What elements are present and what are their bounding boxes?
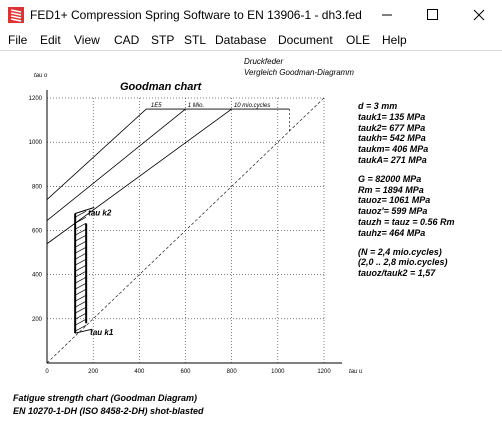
band-label-high: tau k2 [88,208,112,217]
menu-document[interactable]: Document [278,33,333,47]
chart-series: 1E5 1 Mio. 10 mio.cycles [46,103,290,245]
result-line: tauhz= 464 MPa [358,227,426,238]
band-hatch [75,210,87,218]
close-icon [473,9,485,21]
window-title: FED1+ Compression Spring Software to EN … [30,8,362,22]
goodman-line [46,108,186,200]
goodman-line [46,108,232,221]
x-tick-label: 200 [88,369,99,375]
goodman-line-label: 10 mio.cycles [234,103,270,109]
maximize-icon [427,9,438,20]
y-tick-label: 800 [32,184,43,190]
result-line: tauoz/tauk2 = 1,57 [358,268,436,279]
band-hatch [75,234,87,242]
result-line: tauzh = tauz = 0.56 Rm [358,217,455,227]
menu-edit[interactable]: Edit [40,33,61,47]
chart-axes [46,90,342,364]
result-line: taukh= 542 MPa [358,133,426,144]
band-hatch [75,252,87,260]
goodman-line [46,108,290,245]
footer-line-2: EN 10270-1-DH (ISO 8458-2-DH) shot-blast… [13,406,204,416]
x-tick-label: 1000 [271,369,285,375]
result-line: taukA= 271 MPa [358,155,427,165]
band-hatch [75,282,87,290]
menu-help[interactable]: Help [382,33,407,47]
minimize-icon [382,14,392,16]
result-line: (2,0 .. 2,8 mio.cycles) [358,257,448,268]
header-line-2: Vergleich Goodman-Diagramm [244,68,354,77]
maximize-button[interactable] [410,0,456,30]
menu-ole[interactable]: OLE [346,33,371,47]
x-tick-label: 600 [180,369,191,375]
y-axis-label: tau o [34,73,48,79]
goodman-chart: 200 400 600 800 1000 1200 0 200 400 600 800 1000 120… [29,73,363,375]
band-hatch [75,216,87,224]
band-hatch [75,228,87,236]
y-tick-label: 1200 [29,96,43,102]
band-hatch [75,222,87,230]
band-hatch [75,258,87,266]
band-hatch [75,240,87,248]
band-hatch [75,246,87,254]
y-tick-label: 1000 [29,140,43,146]
header-line-1: Druckfeder [244,57,284,66]
chart-title: Goodman chart [120,81,202,93]
band-hatch [75,306,87,314]
y-tick-label: 400 [32,273,43,279]
x-tick-label: 0 [45,369,49,375]
result-line: Rm = 1894 MPa [358,184,424,195]
minimize-button[interactable] [364,0,410,30]
menu-stp[interactable]: STP [151,33,175,47]
drawing-area: Druckfeder Vergleich Goodman-Diagramm Go… [0,50,502,421]
result-line: tauk2= 677 MPa [358,122,426,133]
result-line: tauk1= 135 MPa [358,111,426,122]
x-axis-label: tau u [349,369,363,375]
title-bar: FED1+ Compression Spring Software to EN … [0,0,502,30]
menu-view[interactable]: View [74,33,100,47]
menu-file[interactable]: File [8,33,28,47]
result-line: G = 82000 MPa [358,173,422,184]
band-hatch [75,264,87,272]
close-button[interactable] [456,0,502,30]
band-bottom [75,328,93,334]
y-tick-label: 600 [32,229,43,235]
band-hatch [75,294,87,302]
menu-cad[interactable]: CAD [114,33,140,47]
band-label-low: tau k1 [90,328,114,337]
x-tick-label: 800 [227,369,238,375]
result-line: taukm= 406 MPa [358,144,429,155]
result-line: tauoz'= 599 MPa [358,206,428,217]
chart-ticks: 200 400 600 800 1000 1200 0 200 400 600 800 1000 120… [29,96,332,375]
menu-database[interactable]: Database [215,33,267,47]
x-tick-label: 400 [134,369,145,375]
band-top [75,207,95,214]
diagonal-line [46,97,325,364]
footer-line-1: Fatigue strength chart (Goodman Diagram) [13,393,198,403]
y-tick-label: 200 [32,317,43,323]
band-hatch [75,276,87,284]
menu-bar: File Edit View CAD STP STL Database Docu… [0,30,502,50]
goodman-line-label: 1 Mio. [188,103,204,109]
band-hatch [75,270,87,278]
band-hatch [75,324,87,332]
spring-app-icon [8,7,24,23]
band-hatch [75,288,87,296]
result-line: d = 3 mm [358,101,398,111]
band-hatch [75,300,87,308]
menu-stl[interactable]: STL [184,33,207,47]
result-line: tauoz= 1061 MPa [358,195,431,206]
result-line: (N = 2,4 mio.cycles) [358,246,442,257]
band-hatch [75,312,87,320]
band-hatch [75,318,87,326]
goodman-line-label: 1E5 [151,103,162,109]
stress-band: tau k1 tau k2 [74,207,114,337]
x-tick-label: 1200 [317,369,331,375]
